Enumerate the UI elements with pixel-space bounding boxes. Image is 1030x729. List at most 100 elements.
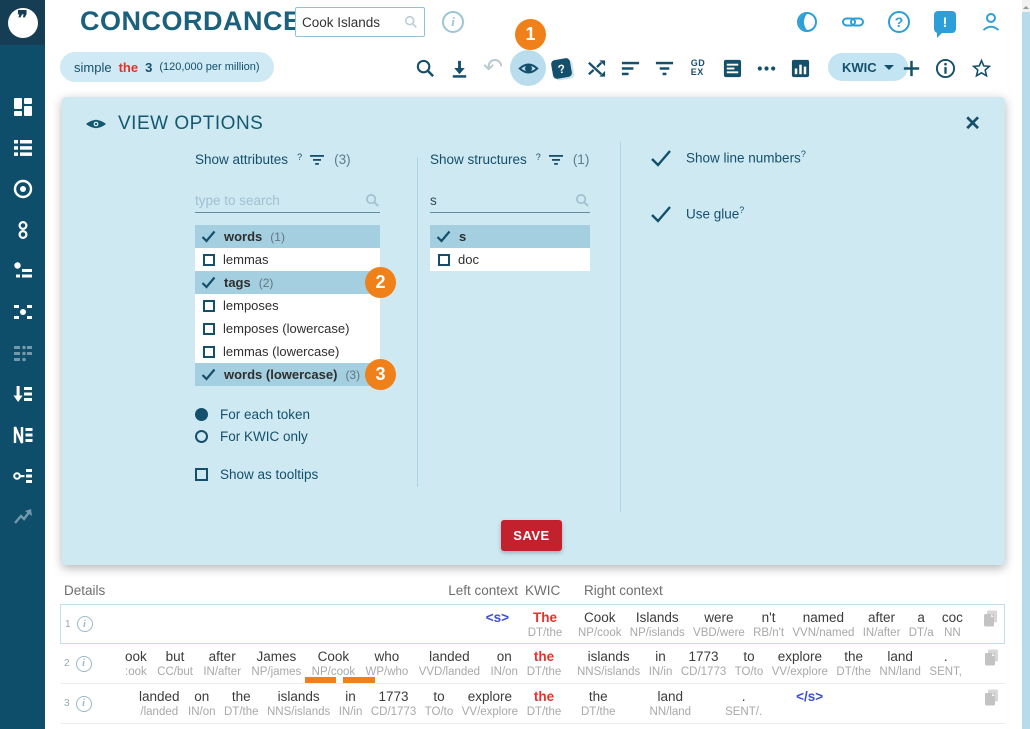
more-options-icon[interactable] bbox=[751, 53, 781, 83]
checkbox-icon bbox=[203, 253, 215, 266]
download-icon[interactable] bbox=[444, 53, 474, 83]
concordance-icon bbox=[13, 179, 32, 199]
sidebar-item-word-sketch[interactable] bbox=[12, 260, 34, 282]
annotation-highlight bbox=[343, 677, 375, 683]
copy-icon[interactable] bbox=[984, 689, 999, 706]
table-row[interactable]: 3 i landed/landed on IN/on the DT/the islands… bbox=[60, 684, 1005, 724]
sidebar-item-word-list[interactable] bbox=[12, 137, 34, 159]
close-icon[interactable]: ✕ bbox=[964, 113, 981, 135]
attribute-option[interactable]: words (lowercase) (3) 3 bbox=[195, 359, 396, 390]
new-search-icon[interactable] bbox=[410, 53, 440, 83]
sidebar-item-concordance[interactable] bbox=[12, 178, 34, 200]
save-button[interactable]: SAVE bbox=[501, 520, 562, 551]
search-icon bbox=[366, 194, 379, 207]
token: Islands NP/islands bbox=[629, 610, 685, 639]
show-structures-header: Show structures? (1) bbox=[430, 152, 590, 167]
attributes-search-input[interactable] bbox=[195, 193, 365, 208]
sidebar-item-dashboard[interactable] bbox=[12, 96, 34, 118]
token: . SENT, bbox=[929, 649, 962, 678]
user-account-icon[interactable] bbox=[978, 9, 1004, 35]
sort-icon[interactable] bbox=[615, 53, 645, 83]
view-options-icon[interactable] bbox=[510, 50, 546, 86]
token: the DT/the bbox=[223, 689, 259, 718]
vertical-scrollbar[interactable] bbox=[1022, 0, 1030, 729]
gdex-icon[interactable]: GD EX bbox=[690, 58, 706, 77]
query-summary-chip[interactable]: simple the 3 (120,000 per million) bbox=[60, 52, 274, 82]
table-header: Details Left context KWIC Right context bbox=[60, 583, 1005, 604]
sidebar-item-thesaurus[interactable] bbox=[12, 342, 34, 364]
annotation-step-badge: 2 bbox=[365, 267, 396, 298]
option-show-line-numbers[interactable]: Show line numbers? bbox=[650, 149, 806, 167]
sidebar-item-n-grams[interactable] bbox=[12, 424, 34, 446]
radio-icon bbox=[195, 430, 208, 443]
attribute-option[interactable]: words (1) bbox=[195, 225, 380, 248]
charts-icon[interactable] bbox=[785, 53, 815, 83]
random-sample-icon[interactable]: ? bbox=[546, 53, 576, 83]
shuffle-icon[interactable] bbox=[581, 53, 611, 83]
radio-for-kwic-only[interactable]: For KWIC only bbox=[195, 429, 308, 444]
sidebar-item-trends[interactable] bbox=[12, 506, 34, 528]
row-info-icon[interactable]: i bbox=[76, 616, 93, 632]
structure-option[interactable]: doc bbox=[430, 248, 590, 271]
copy-icon[interactable] bbox=[984, 649, 999, 666]
attribute-option[interactable]: lemmas (lowercase) bbox=[195, 340, 380, 363]
option-use-glue[interactable]: Use glue? bbox=[650, 205, 744, 223]
query-info-icon[interactable]: i bbox=[440, 9, 466, 35]
table-row[interactable]: 1 i <s> The DT/the Cook NP/cook Islands NP/… bbox=[60, 604, 1005, 644]
token: land NN/land bbox=[649, 689, 692, 718]
token: in IN/in bbox=[338, 689, 363, 718]
annotation-step-badge: 3 bbox=[365, 359, 396, 390]
kwic-dropdown[interactable]: KWIC bbox=[828, 53, 908, 81]
token: ook:ook bbox=[125, 649, 147, 678]
radio-for-each-token[interactable]: For each token bbox=[195, 407, 310, 422]
structures-search[interactable] bbox=[430, 189, 590, 213]
copy-icon[interactable] bbox=[983, 610, 998, 627]
attributes-filter-icon[interactable] bbox=[310, 154, 325, 166]
scroll-up-arrow[interactable] bbox=[1023, 3, 1029, 9]
info-icon[interactable] bbox=[930, 53, 960, 83]
structures-filter-icon[interactable] bbox=[548, 154, 563, 166]
attribute-option[interactable]: lemposes (lowercase) bbox=[195, 317, 380, 340]
row-info-icon[interactable]: i bbox=[75, 695, 92, 712]
token: to TO/to bbox=[424, 689, 454, 718]
table-row[interactable]: 2 i ook:ook but CC/but after IN/after James NP… bbox=[60, 644, 1005, 684]
view-mode-doc-icon[interactable] bbox=[717, 53, 747, 83]
checkbox-icon bbox=[438, 253, 450, 266]
corpus-search-box[interactable] bbox=[295, 7, 425, 37]
structures-search-input[interactable] bbox=[430, 193, 575, 208]
help-icon[interactable]: ? bbox=[886, 9, 912, 35]
feedback-icon[interactable]: ! bbox=[932, 9, 958, 38]
token: islands NNS/islands bbox=[577, 649, 641, 678]
add-panel-icon[interactable] bbox=[896, 53, 926, 83]
keywords-icon bbox=[12, 469, 32, 483]
query-frequency: (120,000 per million) bbox=[159, 61, 260, 73]
thesaurus-icon bbox=[13, 345, 32, 362]
favorite-star-icon[interactable] bbox=[966, 53, 996, 83]
word-list-icon bbox=[13, 140, 32, 156]
row-info-icon[interactable]: i bbox=[75, 655, 92, 672]
app-logo[interactable]: ❞ bbox=[0, 0, 45, 45]
frequency-sort-icon bbox=[13, 386, 32, 402]
sidebar-item-parallel-concordance[interactable] bbox=[12, 219, 34, 241]
sketch-engine-logo-icon: ❞ bbox=[7, 7, 38, 38]
search-icon bbox=[576, 194, 589, 207]
sidebar-item-word-sketch-difference[interactable] bbox=[12, 301, 34, 323]
scrollbar-thumb[interactable] bbox=[1022, 12, 1030, 729]
filter-icon[interactable] bbox=[649, 53, 679, 83]
share-link-icon[interactable] bbox=[840, 9, 866, 35]
sidebar-item-keywords[interactable] bbox=[12, 465, 34, 487]
attribute-option[interactable]: tags (2) 2 bbox=[195, 267, 396, 298]
structure-option[interactable]: s bbox=[430, 225, 590, 248]
token: on IN/on bbox=[490, 649, 518, 678]
undo-icon[interactable]: ↶ bbox=[482, 54, 504, 81]
checkbox-show-as-tooltips[interactable]: Show as tooltips bbox=[195, 467, 318, 482]
sidebar-item-frequency[interactable] bbox=[12, 383, 34, 405]
attributes-search[interactable] bbox=[195, 189, 380, 213]
attribute-option[interactable]: lemposes bbox=[195, 294, 380, 317]
contrast-mode-icon[interactable] bbox=[794, 9, 820, 35]
attribute-option[interactable]: lemmas bbox=[195, 248, 380, 271]
eye-icon bbox=[86, 119, 106, 129]
search-input[interactable] bbox=[302, 14, 404, 30]
sidebar-nav bbox=[0, 45, 45, 528]
